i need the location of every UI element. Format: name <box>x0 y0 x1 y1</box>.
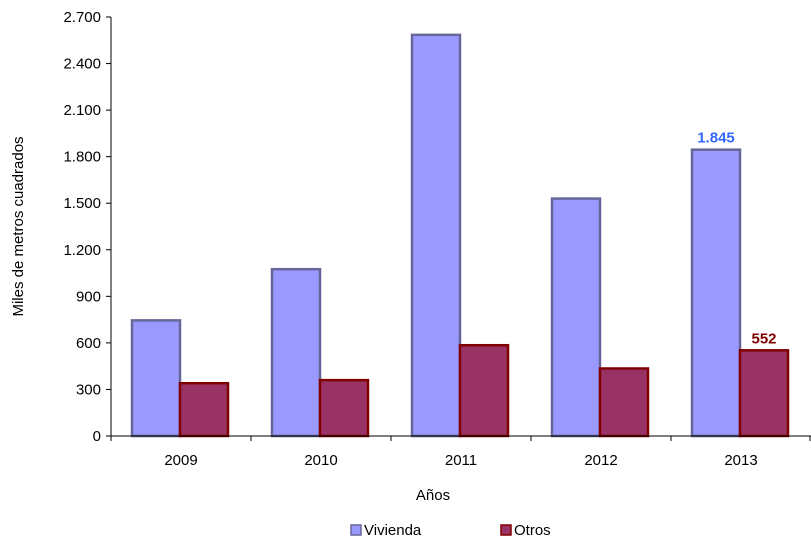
legend: Vivienda Otros <box>350 522 551 539</box>
y-tick-label: 1.500 <box>63 195 101 212</box>
y-tick-label: 2.100 <box>63 102 101 119</box>
plot-area: 0 300 600 900 1.200 1.500 1.800 2.100 2.400 2.700… <box>63 9 811 469</box>
bar-vivienda-2012 <box>550 197 602 438</box>
bar-otros-2010 <box>318 378 370 438</box>
bar-otros-2009 <box>178 381 230 438</box>
x-tick-label: 2009 <box>164 452 197 469</box>
bar-vivienda-2009 <box>130 319 182 438</box>
x-tick-label: 2010 <box>304 452 337 469</box>
legend-label-otros: Otros <box>514 522 551 539</box>
bar-otros-2011 <box>458 343 510 438</box>
data-label: 1.845 <box>697 130 735 147</box>
legend-label-vivienda: Vivienda <box>364 522 422 539</box>
y-tick-label: 0 <box>93 428 101 445</box>
x-tick-label: 2012 <box>584 452 617 469</box>
y-tick-label: 2.700 <box>63 9 101 26</box>
y-tick-label: 300 <box>76 381 101 398</box>
bar-vivienda-2010 <box>270 267 322 438</box>
legend-swatch-vivienda <box>350 524 362 536</box>
y-tick-label: 900 <box>76 288 101 305</box>
bar-otros-2012 <box>598 367 650 438</box>
data-label: 552 <box>751 330 776 347</box>
y-axis-title: Miles de metros cuadrados <box>10 136 27 316</box>
bar-vivienda-2011 <box>410 33 462 438</box>
y-tick-label: 600 <box>76 335 101 352</box>
x-tick-label: 2013 <box>724 452 757 469</box>
x-tick-label: 2011 <box>445 452 477 469</box>
y-tick-label: 1.800 <box>63 149 101 166</box>
y-tick-label: 2.400 <box>63 56 101 73</box>
legend-swatch-otros <box>500 524 512 536</box>
bar-vivienda-2013 <box>690 148 742 438</box>
x-axis-title: Años <box>416 487 450 504</box>
y-tick-label: 1.200 <box>63 242 101 259</box>
bar-otros-2013 <box>738 349 790 438</box>
